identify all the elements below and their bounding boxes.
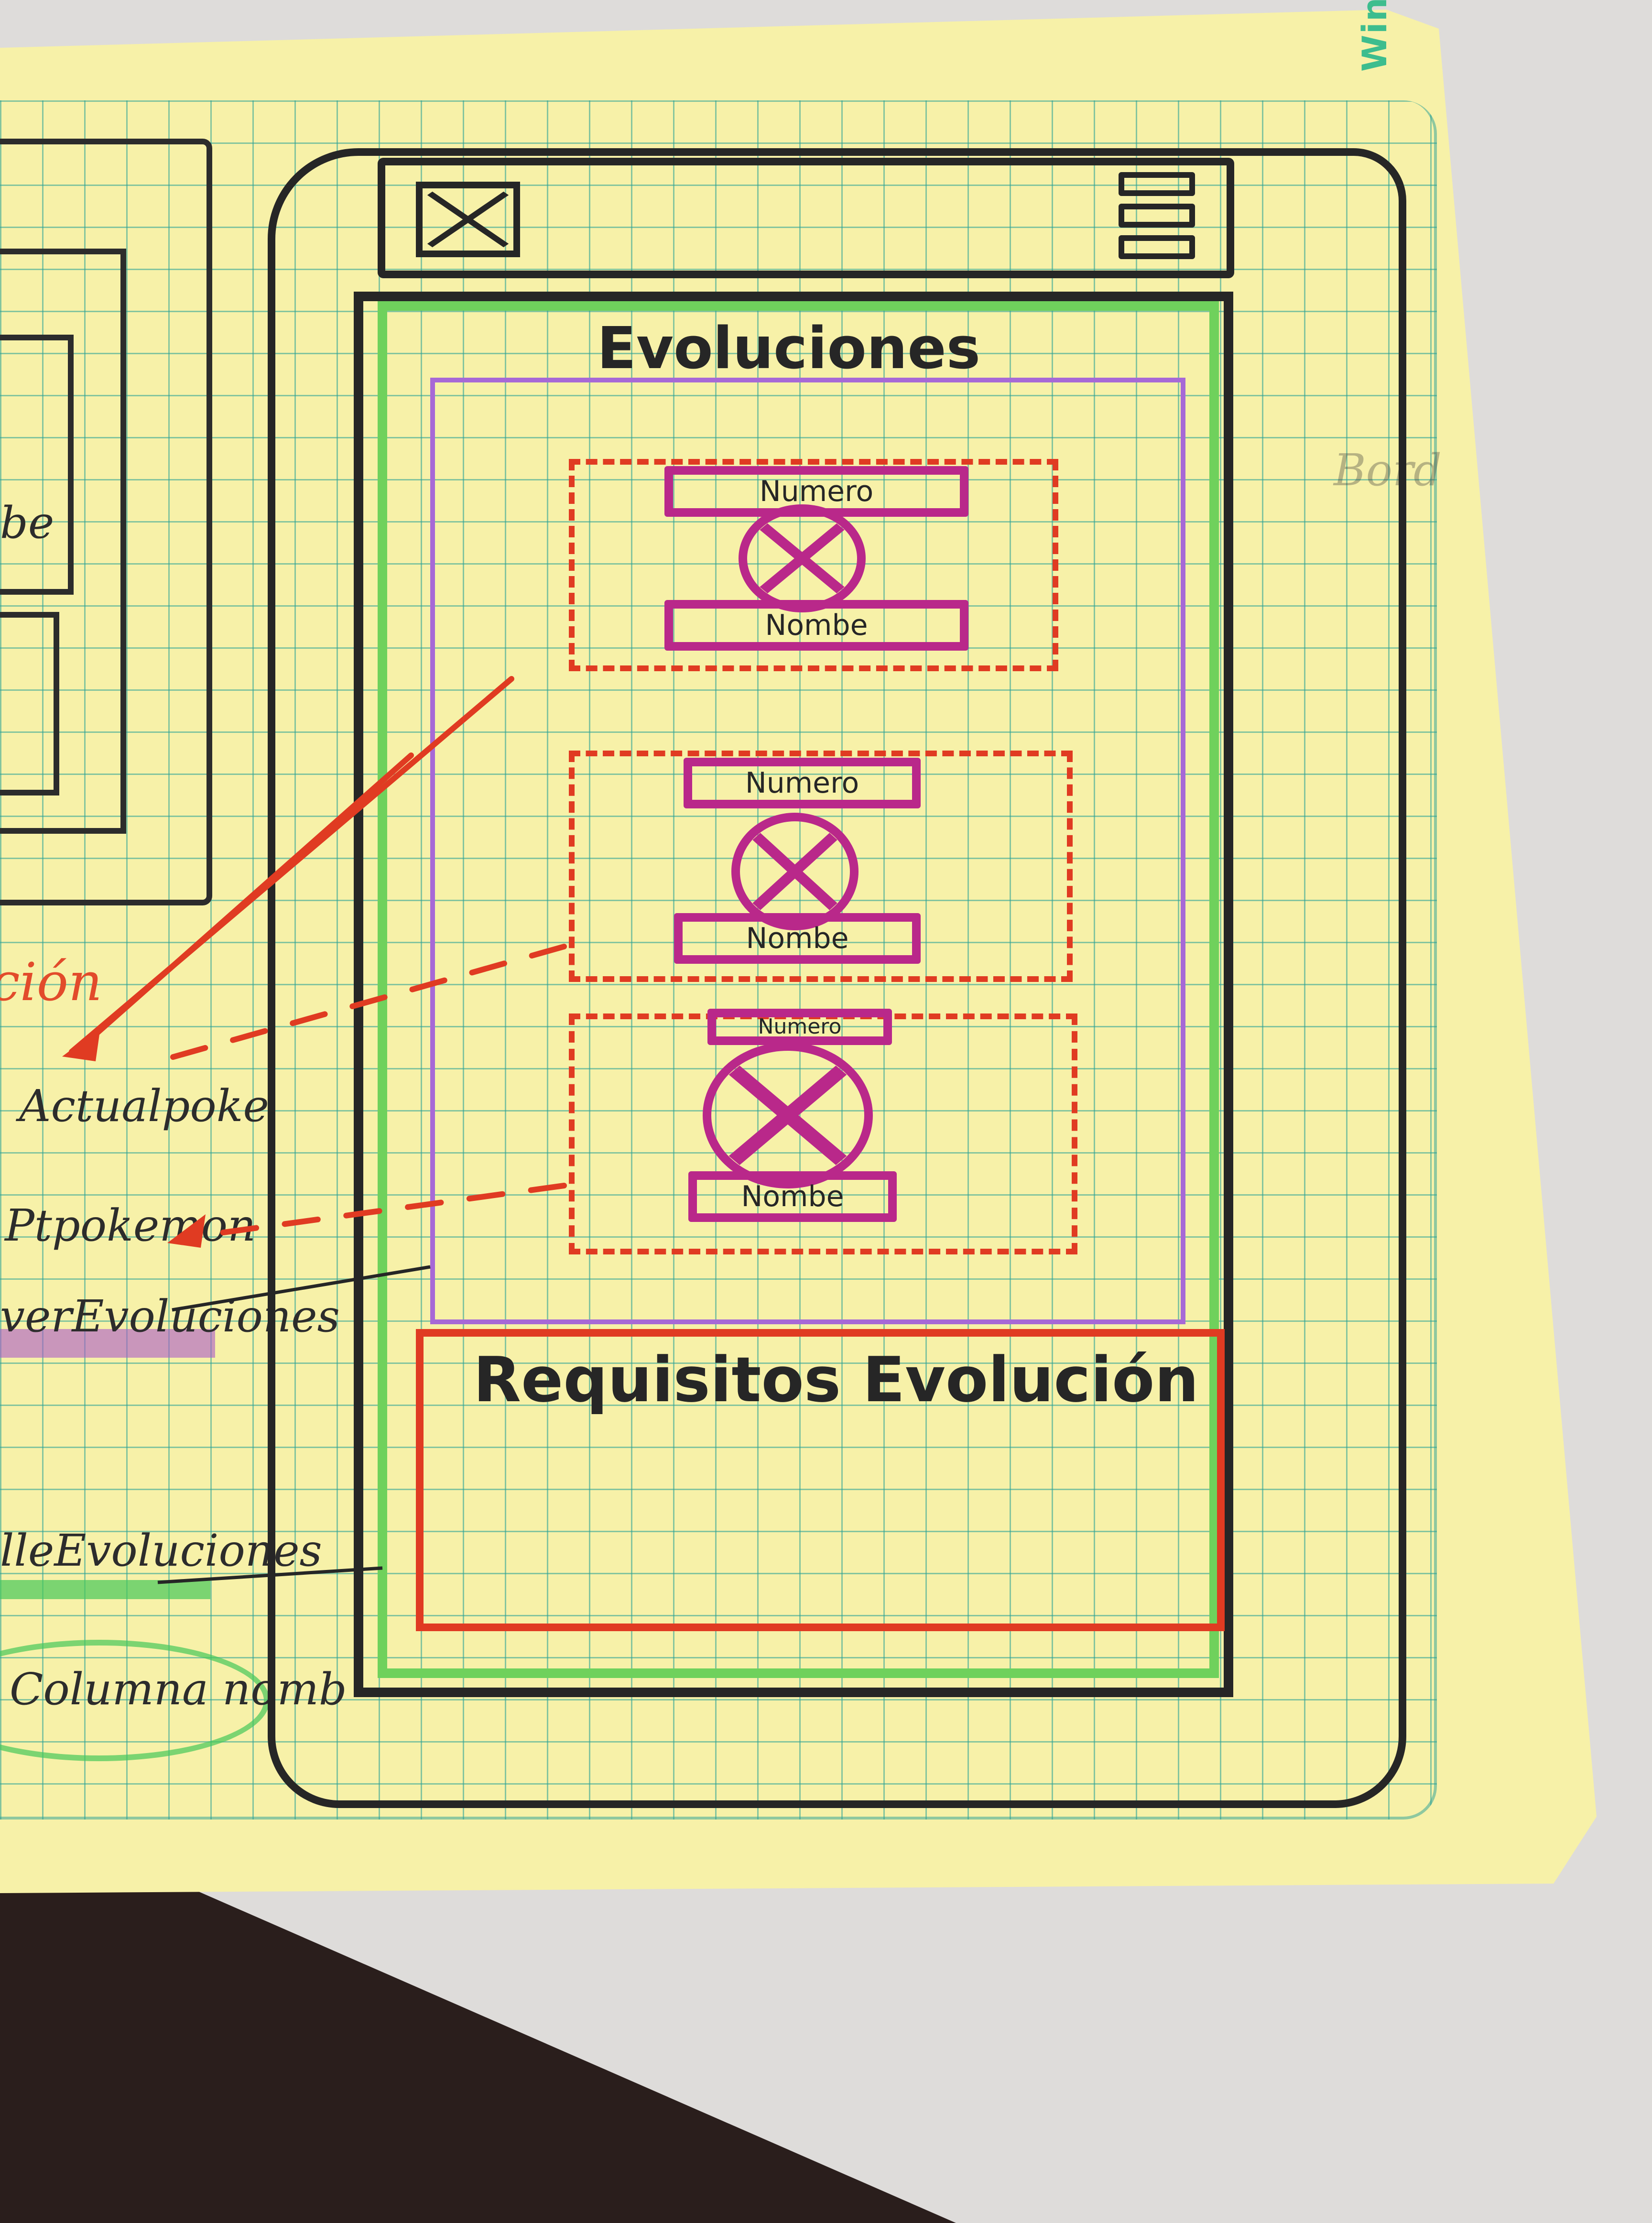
side-note: be: [0, 497, 54, 548]
side-note-columns: Columna nomb: [10, 1664, 347, 1715]
pokemon-image-placeholder-icon: [703, 1042, 873, 1188]
evolution-requirements-title: Requisitos Evolución: [473, 1343, 1199, 1416]
evolution-card[interactable]: [569, 751, 1073, 982]
previous-screen-box: [0, 612, 59, 795]
hamburger-menu-icon[interactable]: [1119, 172, 1195, 259]
pokemon-number-label: Numero: [707, 1009, 892, 1045]
app-top-bar: [378, 158, 1234, 278]
paper-brand: Wingo®: [1355, 0, 1394, 72]
evolution-card[interactable]: [569, 459, 1058, 671]
evolution-requirements-panel: [416, 1329, 1225, 1631]
side-note: ción: [0, 951, 102, 1013]
page-title: Evoluciones: [597, 316, 981, 382]
phone-frame: [268, 148, 1406, 1808]
pokemon-name-label: Nombe: [664, 600, 968, 651]
pokemon-number-label: Numero: [684, 758, 921, 808]
pokemon-name-label: Nombe: [674, 913, 921, 964]
pokemon-name-label: Nombe: [688, 1171, 897, 1222]
side-note-faded: Bord: [1334, 445, 1442, 496]
content-area: [354, 292, 1233, 1697]
side-note-next-pokemon: Ptpokemon: [5, 1200, 256, 1251]
highlight-mark: [0, 1329, 215, 1358]
pokemon-image-placeholder-icon: [739, 504, 866, 612]
previous-screen-box: [0, 335, 74, 595]
table-background: [0, 1888, 956, 2223]
side-note-actual-pokemon: Actualpoke: [19, 1080, 269, 1132]
logo-placeholder-icon: [416, 182, 520, 257]
highlight-mark: [0, 1580, 210, 1599]
